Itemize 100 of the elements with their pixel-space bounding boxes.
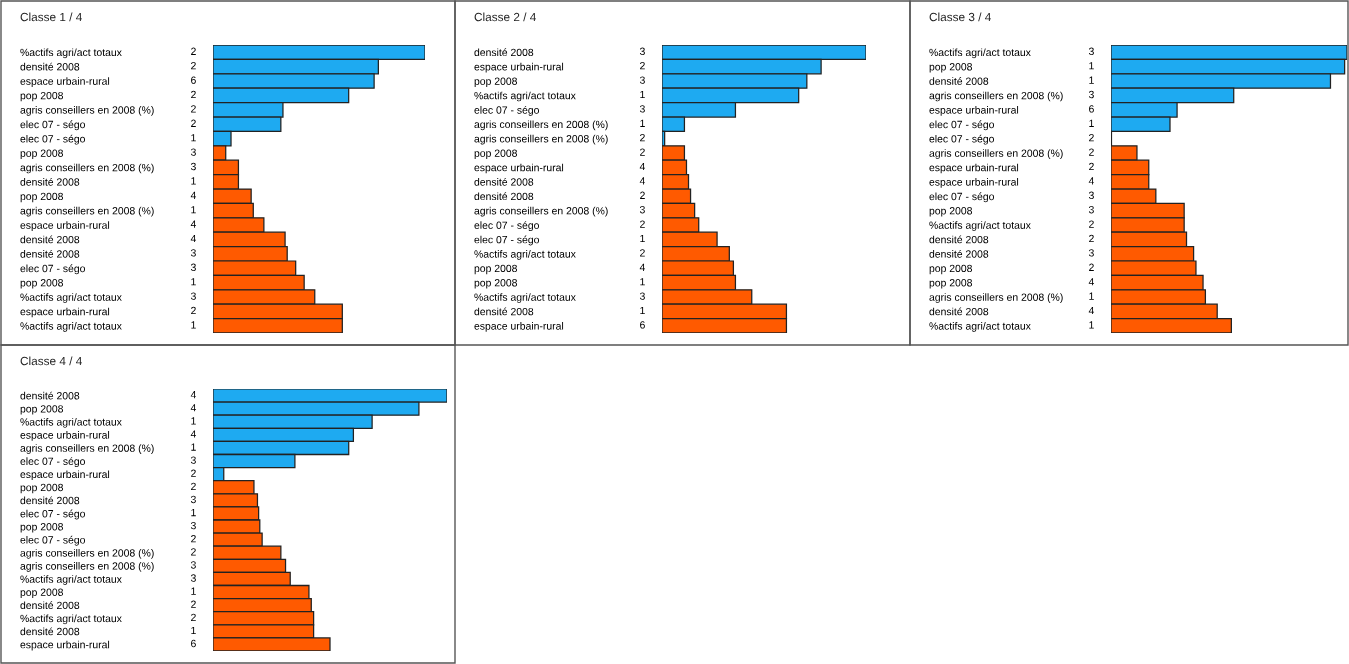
y-tick-label: elec 07 - ségo <box>929 120 994 131</box>
y-tick-label: densité 2008 <box>20 496 80 505</box>
y-tick-label: %actifs agri/act totaux <box>929 322 1031 332</box>
y-tick-label: agris conseillers en 2008 (%) <box>474 134 608 145</box>
y-tick-label: elec 07 - ségo <box>20 509 85 520</box>
y2-tick-label: 1 <box>191 177 196 185</box>
y2-tick-label: 3 <box>1088 47 1094 55</box>
y-tick-label: agris conseillers en 2008 (%) <box>474 206 608 217</box>
y2-tick-label: 1 <box>640 306 645 315</box>
y-tick-label: pop 2008 <box>474 77 517 87</box>
y2-tick-label: 1 <box>640 234 645 243</box>
y2-tick-label: 2 <box>191 535 196 543</box>
y2-tick-label: 3 <box>190 162 196 171</box>
y2-tick-label: 2 <box>191 105 196 113</box>
y-tick-label: pop 2008 <box>20 483 63 494</box>
y2-tick-label: 1 <box>191 278 196 286</box>
y2-tick-label: 3 <box>190 574 196 582</box>
y2-tick-label: 1 <box>191 417 196 425</box>
y2-tick-label: 2 <box>1089 162 1094 171</box>
y-tick-label: densité 2008 <box>474 177 534 186</box>
y-tick-label: espace urbain-rural <box>20 640 110 651</box>
y-tick-label: densité 2008 <box>20 391 80 400</box>
y-tick-label: agris conseillers en 2008 (%) <box>20 444 154 454</box>
y2-tick-label: 6 <box>191 76 196 84</box>
y2-tick-label: 1 <box>1089 321 1094 329</box>
y-tick-label: %actifs agri/act totaux <box>20 322 122 332</box>
y-tick-label: agris conseillers en 2008 (%) <box>20 206 154 217</box>
y-tick-label: espace urbain-rural <box>929 106 1019 116</box>
y2-tick-label: 2 <box>1089 234 1094 243</box>
y2-tick-label: 3 <box>190 249 196 257</box>
y2-tick-label: 6 <box>1089 105 1094 113</box>
y2-tick-label: 3 <box>639 206 645 214</box>
y2-tick-label: 1 <box>1089 76 1094 84</box>
y-tick-label: %actifs agri/act totaux <box>20 614 122 625</box>
y-tick-label: elec 07 - ségo <box>929 192 994 203</box>
y2-tick-label: 4 <box>639 162 646 171</box>
y-tick-label: pop 2008 <box>20 91 63 102</box>
y2-tick-label: 1 <box>640 90 645 99</box>
y2-tick-label: 6 <box>191 639 196 648</box>
y-tick-label: espace urbain-rural <box>20 470 110 481</box>
y-tick-label: pop 2008 <box>20 523 63 533</box>
y-tick-label: agris conseillers en 2008 (%) <box>929 149 1063 159</box>
y2-tick-label: 2 <box>1089 148 1094 156</box>
y-tick-label: pop 2008 <box>929 279 972 289</box>
y-tick-label: agris conseillers en 2008 (%) <box>929 91 1063 102</box>
y2-tick-label: 2 <box>640 220 645 228</box>
y2-tick-label: 3 <box>639 47 645 55</box>
y2-tick-label: 2 <box>191 613 196 621</box>
y-tick-label: agris conseillers en 2008 (%) <box>20 562 154 572</box>
y-tick-label: densité 2008 <box>20 627 80 636</box>
y2-tick-label: 2 <box>191 548 196 556</box>
y-tick-label: pop 2008 <box>474 149 517 159</box>
y-tick-label: densité 2008 <box>929 235 989 244</box>
y2-tick-label: 1 <box>640 278 645 286</box>
y2-tick-label: 2 <box>191 469 196 477</box>
y2-tick-label: 2 <box>191 600 196 608</box>
y2-tick-label: 4 <box>190 404 197 412</box>
y2-tick-label: 2 <box>640 191 645 199</box>
y-tick-label: elec 07 - ségo <box>20 264 85 275</box>
y-tick-label: agris conseillers en 2008 (%) <box>20 163 154 174</box>
text: Classe 1 / 4 <box>20 12 82 22</box>
y2-tick-label: 1 <box>191 587 196 595</box>
y-tick-label: espace urbain-rural <box>20 307 110 318</box>
y-tick-label: agris conseillers en 2008 (%) <box>20 548 154 559</box>
y2-tick-label: 2 <box>640 134 645 142</box>
y2-tick-label: 3 <box>639 292 645 300</box>
y-tick-label: elec 07 - ségo <box>20 535 85 546</box>
y2-tick-label: 1 <box>191 443 196 451</box>
y-tick-label: %actifs agri/act totaux <box>20 575 122 585</box>
y-tick-label: %actifs agri/act totaux <box>929 221 1031 231</box>
y2-tick-label: 2 <box>1089 134 1094 142</box>
y2-tick-label: 3 <box>639 76 645 84</box>
y2-tick-label: 2 <box>191 62 196 70</box>
y-tick-label: espace urbain-rural <box>20 77 110 87</box>
y-tick-label: %actifs agri/act totaux <box>20 293 122 303</box>
y2-tick-label: 3 <box>1088 249 1094 257</box>
text: Classe 2 / 4 <box>474 12 536 22</box>
y-tick-label: pop 2008 <box>929 264 972 275</box>
y-tick-label: elec 07 - ségo <box>20 134 85 145</box>
y2-tick-label: 1 <box>191 626 196 635</box>
y-tick-label: espace urbain-rural <box>474 322 564 332</box>
y-tick-label: densité 2008 <box>929 77 989 85</box>
y2-tick-label: 4 <box>190 191 197 199</box>
y2-tick-label: 4 <box>190 391 197 399</box>
y-tick-label: agris conseillers en 2008 (%) <box>20 106 154 116</box>
y-tick-label: espace urbain-rural <box>929 163 1019 174</box>
y-tick-label: elec 07 - ségo <box>929 134 994 145</box>
y-tick-label: densité 2008 <box>20 235 80 244</box>
y2-tick-label: 3 <box>190 292 196 300</box>
y-tick-label: densité 2008 <box>20 177 80 186</box>
y-tick-label: elec 07 - ségo <box>20 457 85 468</box>
y-tick-label: %actifs agri/act totaux <box>20 48 122 59</box>
y2-tick-label: 2 <box>191 119 196 127</box>
y-tick-label: densité 2008 <box>474 192 534 201</box>
y-tick-label: densité 2008 <box>20 62 80 71</box>
y2-tick-label: 2 <box>640 62 645 70</box>
y2-tick-label: 1 <box>191 134 196 142</box>
y-tick-label: densité 2008 <box>20 601 80 610</box>
y2-tick-label: 3 <box>190 495 196 504</box>
y-tick-label: elec 07 - ségo <box>20 120 85 131</box>
